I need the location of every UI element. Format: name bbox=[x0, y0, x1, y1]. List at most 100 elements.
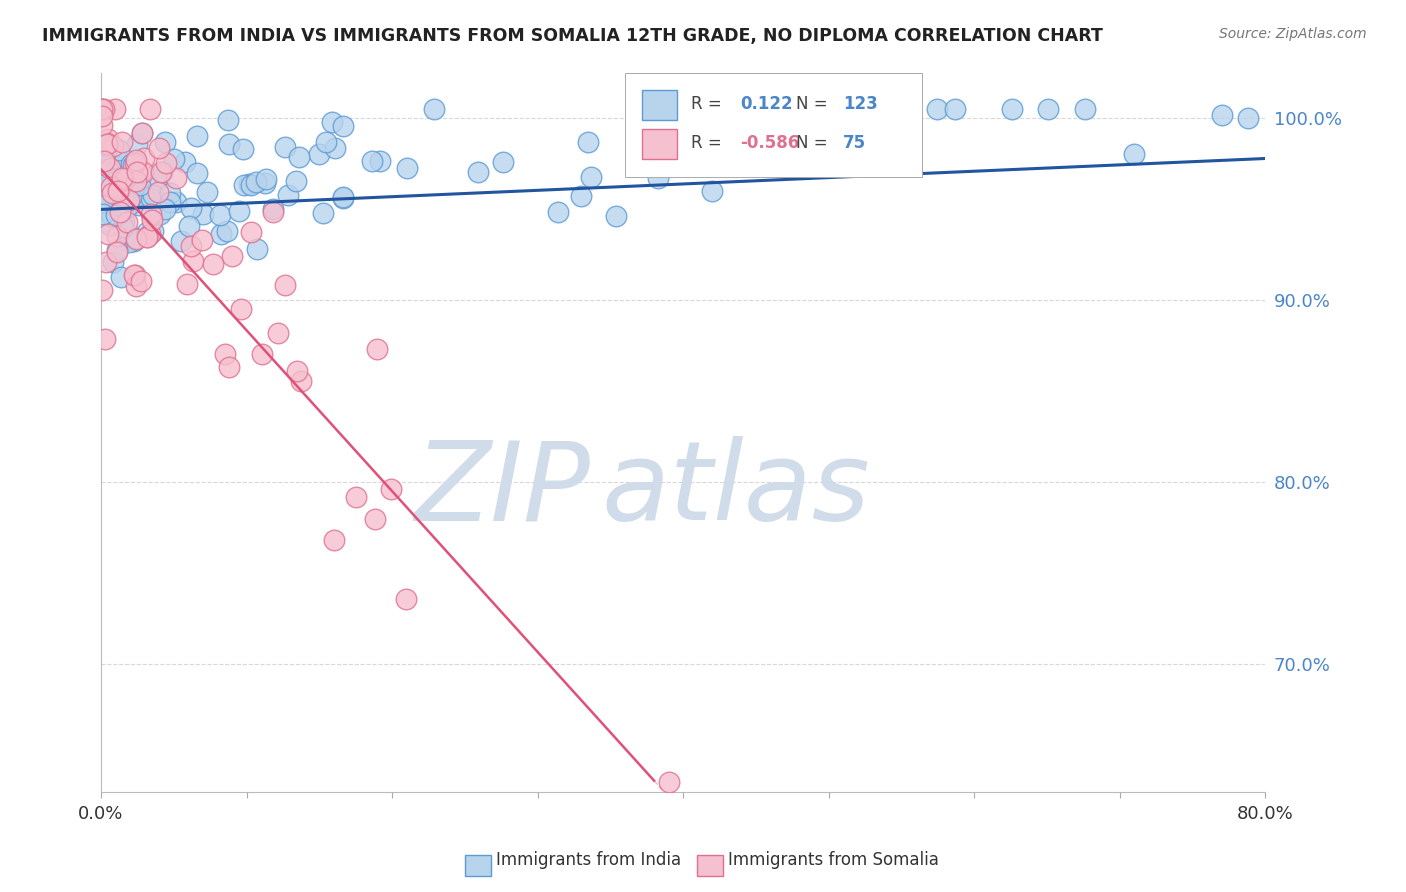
Point bbox=[97, 196, 120, 211]
Point bbox=[395, 591, 418, 606]
Point bbox=[112, 215, 135, 229]
Text: -0.586: -0.586 bbox=[741, 135, 800, 153]
Point bbox=[1237, 111, 1260, 125]
Point bbox=[165, 171, 187, 186]
Point bbox=[366, 342, 388, 356]
Point bbox=[149, 207, 172, 221]
Point bbox=[122, 234, 145, 248]
Point bbox=[155, 202, 177, 216]
Point bbox=[155, 155, 177, 169]
Point bbox=[658, 775, 681, 789]
Point bbox=[217, 224, 239, 238]
Point bbox=[702, 184, 724, 198]
Point bbox=[1074, 103, 1097, 117]
Point bbox=[128, 178, 150, 192]
Point bbox=[693, 139, 716, 153]
Point bbox=[108, 181, 131, 195]
Point bbox=[141, 212, 163, 227]
Bar bbox=[643, 129, 678, 159]
Point bbox=[91, 109, 114, 123]
Point bbox=[146, 172, 169, 186]
Point bbox=[124, 231, 146, 245]
Text: R =: R = bbox=[692, 95, 723, 113]
Text: Immigrants from India: Immigrants from India bbox=[496, 851, 682, 869]
Point bbox=[136, 230, 159, 244]
Point bbox=[93, 180, 115, 194]
Point bbox=[254, 172, 277, 186]
Point bbox=[139, 207, 162, 221]
Point bbox=[716, 150, 738, 164]
Text: atlas: atlas bbox=[602, 436, 870, 543]
Point bbox=[277, 188, 299, 202]
Point bbox=[93, 195, 115, 210]
Point bbox=[238, 178, 260, 192]
Point bbox=[136, 230, 159, 244]
Point bbox=[105, 229, 128, 244]
Point bbox=[91, 103, 114, 117]
Point bbox=[139, 191, 162, 205]
Point bbox=[274, 278, 297, 293]
Point bbox=[186, 166, 208, 180]
Point bbox=[107, 184, 129, 198]
Point bbox=[332, 191, 354, 205]
Point bbox=[105, 243, 128, 257]
Point bbox=[806, 104, 828, 119]
Point bbox=[228, 204, 250, 219]
Point bbox=[125, 153, 148, 167]
Point bbox=[315, 136, 337, 150]
Point bbox=[132, 165, 155, 179]
Point bbox=[173, 155, 195, 169]
Point bbox=[125, 278, 148, 293]
Point bbox=[193, 207, 215, 221]
Text: N =: N = bbox=[796, 135, 828, 153]
Point bbox=[93, 193, 115, 207]
Point bbox=[240, 226, 263, 240]
Point bbox=[125, 174, 148, 188]
Point bbox=[101, 186, 124, 200]
Point bbox=[127, 136, 149, 151]
Text: 75: 75 bbox=[842, 135, 866, 153]
Point bbox=[380, 482, 402, 496]
Point bbox=[229, 301, 252, 316]
Point bbox=[111, 170, 134, 185]
Point bbox=[364, 512, 387, 526]
Point bbox=[150, 164, 173, 178]
Point bbox=[91, 118, 114, 132]
Point bbox=[146, 185, 169, 199]
Point bbox=[163, 153, 186, 167]
Point bbox=[569, 189, 592, 203]
Point bbox=[124, 155, 146, 169]
Point bbox=[131, 126, 153, 140]
Point bbox=[186, 128, 208, 143]
Point bbox=[110, 204, 132, 219]
Point bbox=[120, 190, 142, 204]
Point bbox=[136, 226, 159, 240]
Point bbox=[492, 154, 515, 169]
Point bbox=[104, 208, 127, 222]
Point bbox=[94, 332, 117, 346]
Point bbox=[96, 170, 118, 185]
Point bbox=[191, 233, 214, 247]
Point bbox=[332, 120, 354, 134]
Point bbox=[105, 197, 128, 211]
FancyBboxPatch shape bbox=[626, 73, 922, 178]
Point bbox=[91, 103, 114, 117]
Point bbox=[107, 170, 129, 185]
Point bbox=[368, 153, 391, 168]
Point bbox=[101, 209, 124, 223]
Point bbox=[395, 161, 418, 175]
Point bbox=[361, 153, 384, 168]
Point bbox=[201, 257, 224, 271]
Point bbox=[139, 227, 162, 241]
Point bbox=[118, 194, 141, 208]
Point bbox=[100, 180, 122, 194]
Point bbox=[1001, 103, 1024, 117]
Point bbox=[180, 201, 202, 215]
Point bbox=[165, 195, 187, 210]
Point bbox=[125, 230, 148, 244]
Point bbox=[849, 130, 872, 145]
Point bbox=[155, 135, 177, 149]
Point bbox=[104, 103, 127, 117]
Point bbox=[98, 219, 121, 233]
Point bbox=[96, 136, 118, 151]
